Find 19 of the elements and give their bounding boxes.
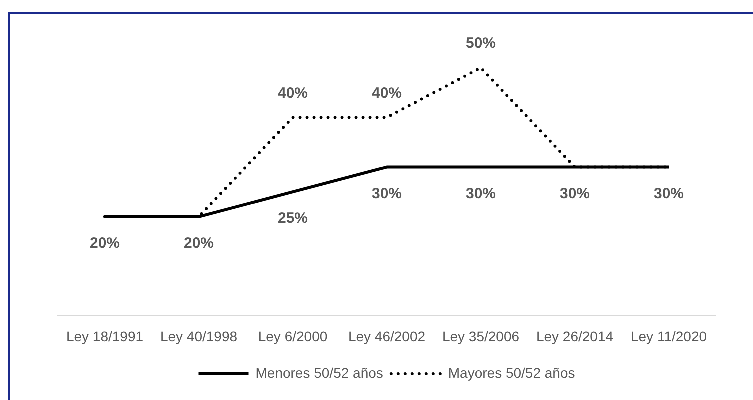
data-label: 40%: [372, 84, 402, 102]
data-label: 25%: [278, 210, 308, 228]
data-label: 20%: [90, 235, 120, 252]
data-label: 30%: [654, 185, 684, 202]
data-label: 40%: [278, 84, 308, 102]
x-tick-label: Ley 11/2020: [630, 328, 708, 344]
x-tick-label: Ley 40/1998: [160, 328, 238, 344]
x-tick-label: Ley 18/1991: [66, 328, 144, 344]
x-tick-label: Ley 46/2002: [348, 328, 426, 344]
legend-label: Menores 50/52 años: [256, 364, 384, 381]
data-label: 30%: [560, 185, 590, 202]
data-label: 30%: [466, 185, 496, 202]
x-tick-label: Ley 35/2006: [442, 328, 520, 344]
legend-label: Mayores 50/52 años: [448, 364, 576, 381]
data-label: 20%: [184, 235, 214, 252]
x-tick-label: Ley 6/2000: [258, 328, 328, 344]
data-label: 50%: [466, 35, 496, 52]
data-label: 30%: [372, 185, 402, 202]
x-tick-label: Ley 26/2014: [536, 328, 614, 344]
